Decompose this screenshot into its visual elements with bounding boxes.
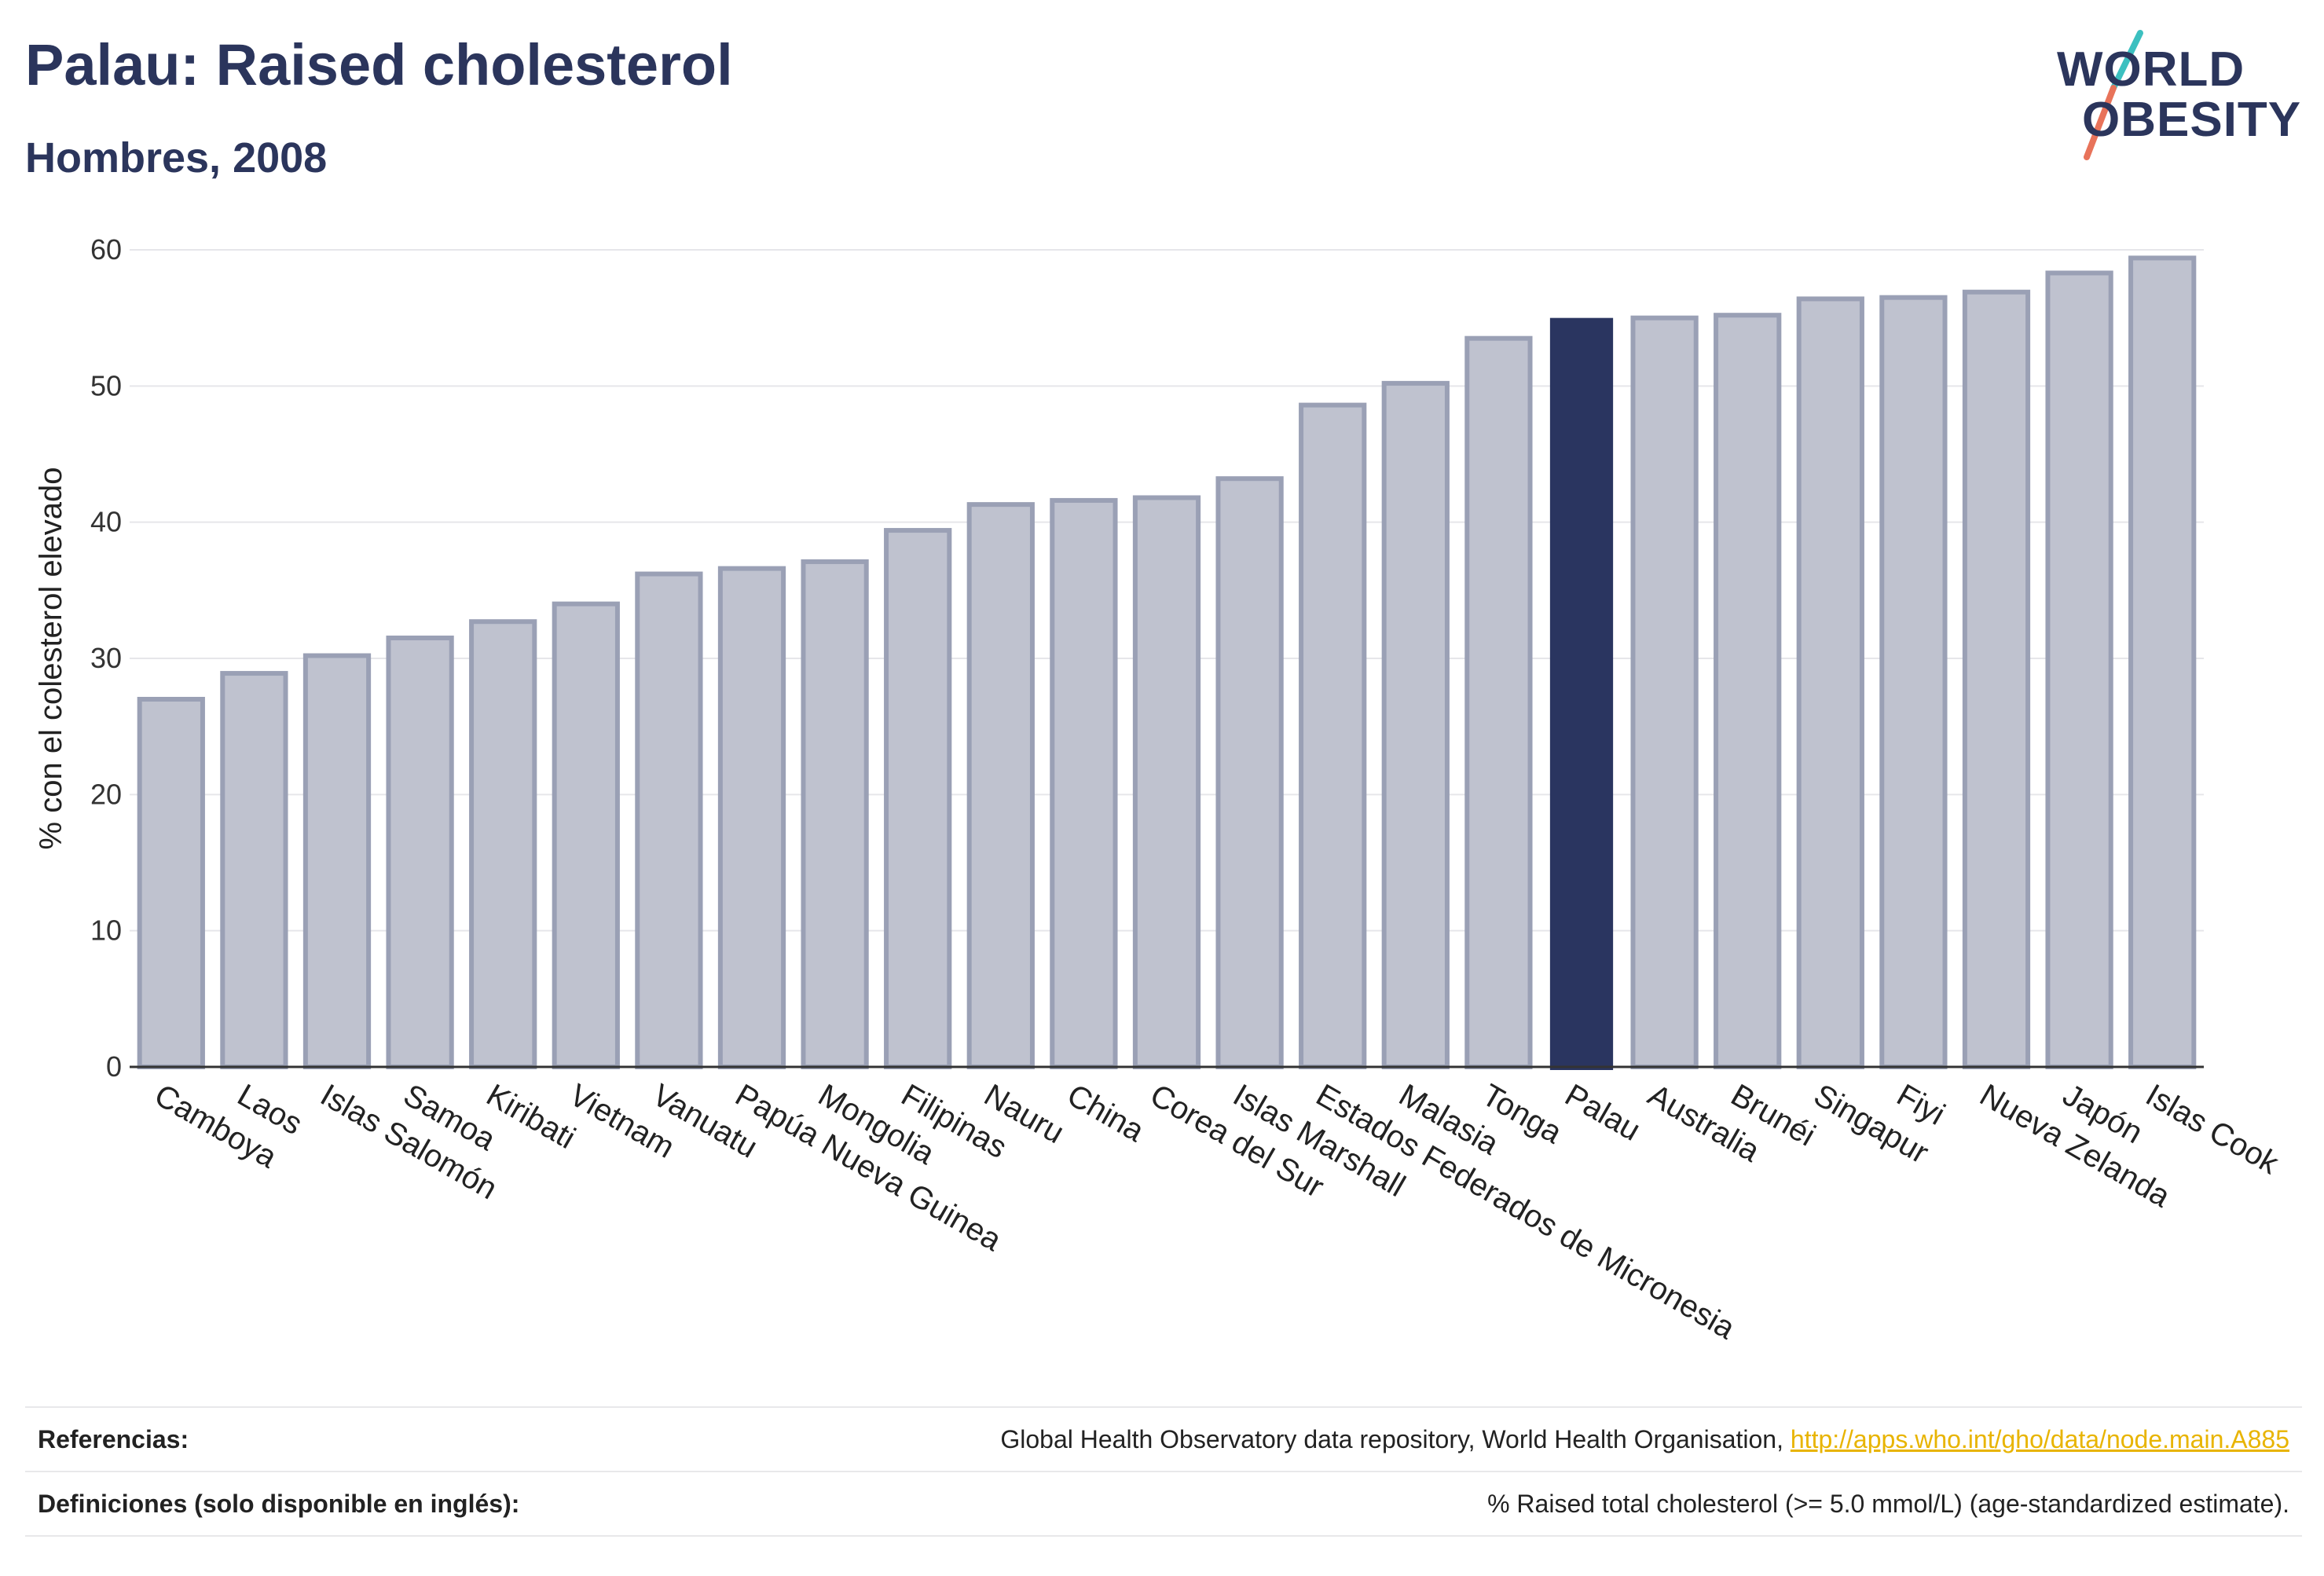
logo-text-world: WORLD (2057, 42, 2245, 97)
x-tick-label: Islas Cook (2140, 1078, 2286, 1182)
x-tick-label: China (1061, 1078, 1150, 1149)
y-tick-label: 30 (90, 642, 122, 674)
bar (1796, 296, 1864, 1069)
x-tick-label: Kiribati (481, 1078, 581, 1156)
page-subtitle: Hombres, 2008 (25, 134, 328, 181)
y-tick-label: 60 (90, 233, 122, 266)
bar-chart: 0 10 20 30 40 50 60 % con el colesterol elevado… (34, 233, 2286, 1347)
x-tick-label: Palau (1560, 1078, 1647, 1148)
bar (635, 571, 703, 1069)
bar (1879, 295, 1948, 1069)
bar (884, 528, 952, 1070)
bar (386, 636, 454, 1069)
definitions-label: Definiciones (solo disponible en inglés)… (38, 1490, 520, 1518)
bar (1215, 476, 1284, 1069)
bar (1962, 289, 2031, 1069)
references-value: Global Health Observatory data repositor… (1000, 1425, 2289, 1454)
definitions-text: % Raised total cholesterol (>= 5.0 mmol/… (1487, 1490, 2289, 1518)
bar (966, 502, 1035, 1069)
y-tick-label: 40 (90, 506, 122, 538)
bar (801, 559, 869, 1069)
y-tick-label: 50 (90, 369, 122, 401)
bar (302, 653, 372, 1069)
bar (1381, 380, 1450, 1070)
bar (1630, 315, 1699, 1069)
bar (1549, 317, 1614, 1070)
bar (717, 566, 786, 1070)
bar (1714, 313, 1782, 1069)
bar (469, 619, 537, 1069)
references-link[interactable]: http://apps.who.int/gho/data/node.main.A… (1790, 1425, 2289, 1453)
references-label: Referencias: (38, 1425, 189, 1453)
definitions-row: Definiciones (solo disponible en inglés)… (25, 1471, 2302, 1535)
bar (1464, 335, 1533, 1069)
logo-text-obesity: OBESITY (2082, 93, 2302, 147)
y-tick-label: 10 (90, 914, 122, 947)
bar (1050, 497, 1118, 1069)
y-tick-label: 20 (90, 778, 122, 810)
references-text: Global Health Observatory data repositor… (1000, 1425, 1791, 1453)
bar (220, 671, 288, 1069)
footer-divider (25, 1535, 2302, 1537)
bar (2128, 255, 2197, 1069)
world-obesity-logo: WORLD OBESITY (2051, 24, 2302, 165)
bar (552, 601, 620, 1069)
y-axis-title: % con el colesterol elevado (34, 467, 68, 850)
bar (1132, 495, 1201, 1069)
logo-slash-icon (2084, 30, 2143, 160)
bar (2045, 270, 2113, 1069)
references-row: Referencias: Global Health Observatory d… (25, 1406, 2302, 1471)
bar (1299, 402, 1367, 1070)
bar (137, 697, 205, 1069)
y-tick-label: 0 (106, 1050, 122, 1083)
page-title: Palau: Raised cholesterol (25, 32, 733, 97)
